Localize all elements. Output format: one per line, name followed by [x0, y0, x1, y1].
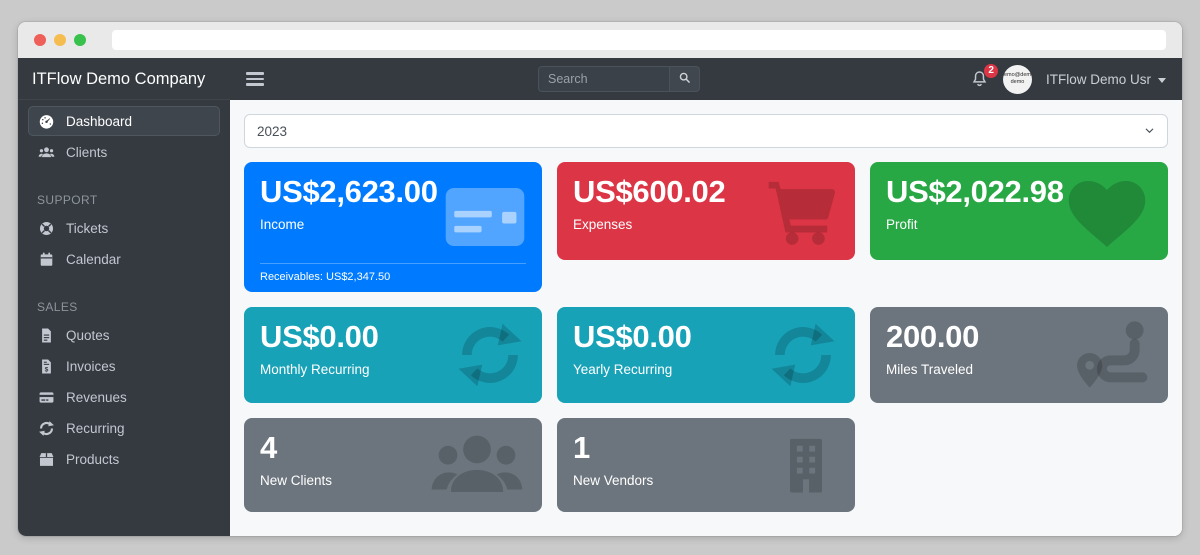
card-value: 200.00	[886, 319, 980, 354]
users-icon	[38, 144, 55, 161]
sidebar-item-revenues[interactable]: Revenues	[28, 382, 220, 412]
card-label: New Vendors	[573, 473, 654, 489]
card-value: 1	[573, 430, 590, 465]
sidebar-item-label: Products	[66, 451, 120, 467]
sidebar-item-calendar[interactable]: Calendar	[28, 244, 220, 274]
sidebar-item-label: Revenues	[66, 389, 127, 405]
card-footer: Receivables: US$2,347.50	[260, 263, 526, 283]
tachometer-icon	[38, 113, 55, 130]
year-select-value: 2023	[257, 123, 288, 139]
bell-icon	[970, 71, 989, 93]
sync-icon	[454, 319, 526, 391]
card-label: Profit	[886, 217, 918, 233]
heart-icon	[1062, 170, 1152, 253]
sidebar-item-label: Recurring	[66, 420, 125, 436]
sidebar-item-label: Clients	[66, 144, 108, 160]
sidebar-item-tickets[interactable]: Tickets	[28, 213, 220, 243]
monthly-recurring-card[interactable]: US$0.00 Monthly Recurring	[244, 307, 542, 403]
svg-text:$: $	[45, 366, 49, 373]
stat-cards: US$2,623.00 Income Receivables: US$2,347…	[244, 162, 1168, 512]
credit-card-icon	[38, 389, 55, 406]
card-value: US$0.00	[573, 319, 692, 354]
card-value: US$2,022.98	[886, 174, 1064, 209]
sidebar-item-recurring[interactable]: Recurring	[28, 413, 220, 443]
card-value: 4	[260, 430, 277, 465]
notifications-button[interactable]: 2	[970, 64, 998, 89]
caret-down-icon	[1158, 77, 1166, 83]
sidebar-section-sales: SALES	[37, 300, 78, 314]
card-label: Yearly Recurring	[573, 362, 673, 378]
card-value: US$0.00	[260, 319, 379, 354]
hamburger-icon	[246, 72, 264, 86]
user-menu[interactable]: ITFlow Demo Usr	[1046, 72, 1166, 87]
sidebar-item-invoices[interactable]: $ Invoices	[28, 351, 220, 381]
sidebar-item-quotes[interactable]: Quotes	[28, 320, 220, 350]
users-icon	[428, 418, 526, 512]
browser-chrome	[18, 22, 1182, 58]
search-group	[538, 66, 700, 92]
sidebar-item-dashboard[interactable]: Dashboard	[28, 106, 220, 136]
menu-toggle-button[interactable]	[246, 69, 264, 89]
year-select[interactable]: 2023	[244, 114, 1168, 148]
sidebar-item-label: Invoices	[66, 358, 116, 374]
avatar[interactable]: demo@demo demo	[1002, 64, 1032, 94]
window-close-button[interactable]	[34, 34, 46, 46]
card-value: US$2,623.00	[260, 174, 438, 209]
building-icon	[773, 432, 839, 498]
chevron-down-icon	[1144, 124, 1155, 139]
search-input[interactable]	[538, 66, 670, 92]
file-lines-icon	[38, 327, 55, 344]
address-bar[interactable]	[112, 30, 1166, 50]
brand-link[interactable]: ITFlow Demo Company	[18, 58, 230, 100]
calendar-icon	[38, 251, 55, 268]
card-value: US$600.02	[573, 174, 726, 209]
search-icon	[678, 71, 691, 87]
profit-card[interactable]: US$2,022.98 Profit	[870, 162, 1168, 260]
sidebar-item-label: Calendar	[66, 251, 121, 267]
top-navbar: 2 demo@demo demo ITFlow Demo Usr	[230, 58, 1182, 100]
file-invoice-dollar-icon: $	[38, 358, 55, 375]
card-label: New Clients	[260, 473, 333, 489]
notification-badge: 2	[984, 64, 998, 78]
browser-window: ITFlow Demo Company Dashboard Clients	[18, 22, 1182, 536]
sidebar-item-products[interactable]: Products	[28, 444, 220, 474]
card-label: Monthly Recurring	[260, 362, 370, 378]
card-label: Income	[260, 217, 305, 233]
sync-icon	[767, 319, 839, 391]
sidebar-nav: Dashboard Clients SUPPORT Tickets	[18, 100, 230, 481]
route-icon	[1072, 315, 1152, 395]
sidebar-item-label: Quotes	[66, 327, 110, 343]
credit-card-icon	[444, 186, 526, 248]
shopping-cart-icon	[763, 173, 839, 249]
window-zoom-button[interactable]	[74, 34, 86, 46]
sync-icon	[38, 420, 55, 437]
user-name: ITFlow Demo Usr	[1045, 71, 1151, 87]
life-ring-icon	[38, 220, 55, 237]
card-label: Miles Traveled	[886, 362, 974, 378]
sidebar-item-label: Tickets	[66, 220, 109, 236]
window-minimize-button[interactable]	[54, 34, 66, 46]
card-label: Expenses	[573, 217, 633, 233]
new-vendors-card[interactable]: 1 New Vendors	[557, 418, 855, 512]
expenses-card[interactable]: US$600.02 Expenses	[557, 162, 855, 260]
dashboard-content: 2023 US$2,623.00 Income Receivables: US$…	[230, 100, 1182, 536]
miles-traveled-card[interactable]: 200.00 Miles Traveled	[870, 307, 1168, 403]
yearly-recurring-card[interactable]: US$0.00 Yearly Recurring	[557, 307, 855, 403]
search-button[interactable]	[670, 66, 700, 92]
sidebar-item-label: Dashboard	[66, 113, 133, 129]
income-card[interactable]: US$2,623.00 Income Receivables: US$2,347…	[244, 162, 542, 292]
box-icon	[38, 451, 55, 468]
sidebar-section-support: SUPPORT	[37, 193, 98, 207]
new-clients-card[interactable]: 4 New Clients	[244, 418, 542, 512]
sidebar: ITFlow Demo Company Dashboard Clients	[18, 58, 230, 536]
sidebar-item-clients[interactable]: Clients	[28, 137, 220, 167]
